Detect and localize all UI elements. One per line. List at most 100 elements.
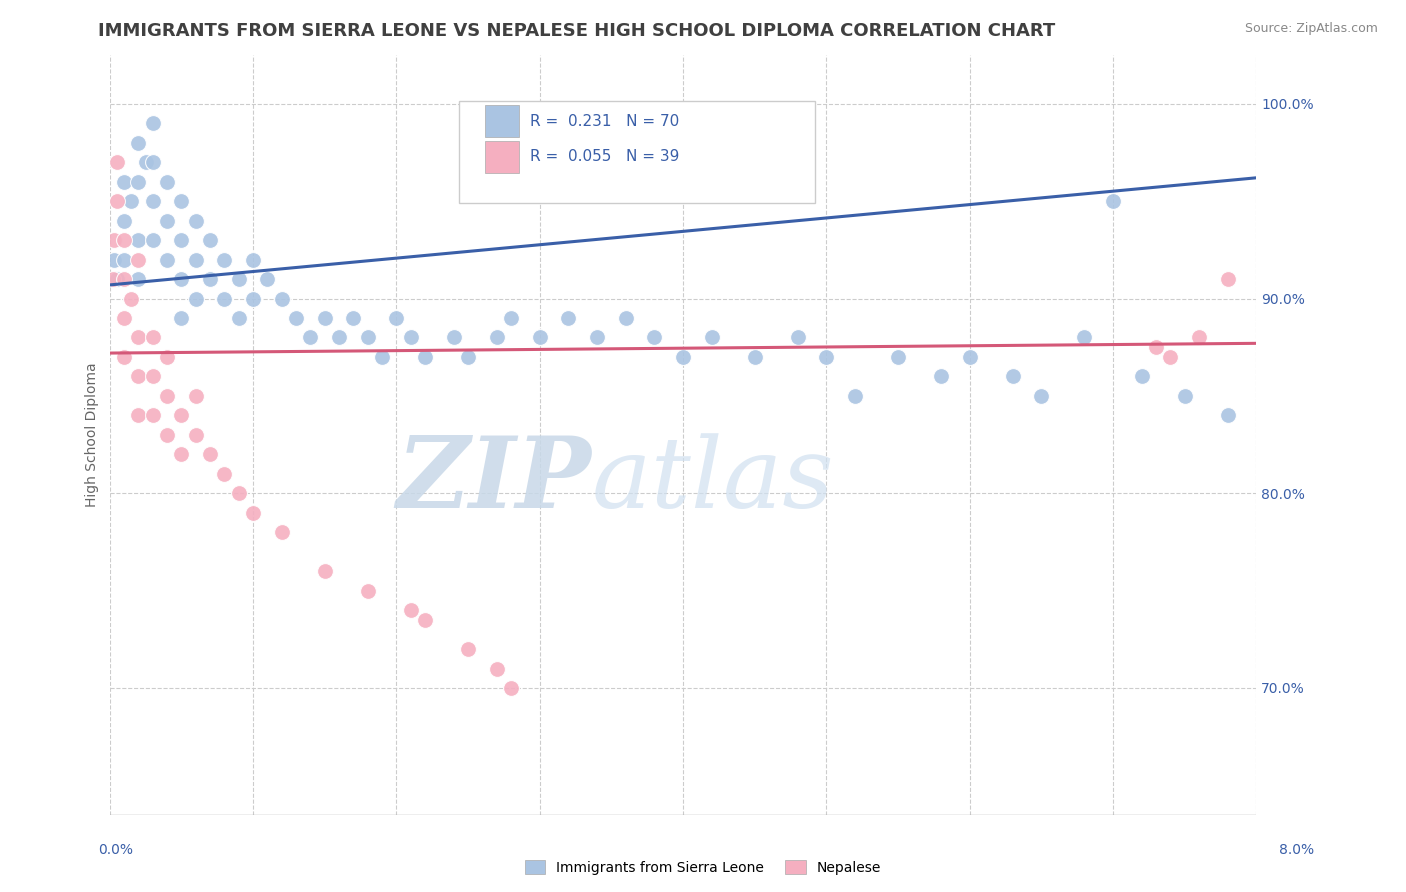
FancyBboxPatch shape: [485, 105, 519, 137]
Point: [413, 613, 436, 627]
Point: [112, 252, 135, 267]
Point: [413, 350, 436, 364]
Point: [457, 642, 479, 657]
Point: [1073, 330, 1095, 344]
Point: [142, 155, 165, 169]
Point: [242, 292, 264, 306]
Point: [184, 292, 207, 306]
Point: [1216, 409, 1239, 423]
Text: R =  0.231   N = 70: R = 0.231 N = 70: [530, 113, 679, 128]
Point: [214, 252, 236, 267]
Text: 0.0%: 0.0%: [98, 843, 134, 857]
Point: [1130, 369, 1153, 384]
Point: [643, 330, 665, 344]
Point: [170, 311, 193, 326]
Point: [485, 661, 508, 675]
Point: [127, 136, 149, 150]
Point: [170, 409, 193, 423]
Point: [457, 350, 479, 364]
Point: [371, 350, 394, 364]
Text: R =  0.055   N = 39: R = 0.055 N = 39: [530, 149, 681, 164]
Point: [314, 311, 336, 326]
Point: [214, 467, 236, 481]
Point: [170, 272, 193, 286]
Point: [844, 389, 866, 403]
Point: [127, 330, 149, 344]
Point: [198, 272, 221, 286]
Point: [142, 194, 165, 209]
Point: [103, 252, 125, 267]
Point: [499, 681, 522, 695]
Point: [156, 252, 179, 267]
Text: atlas: atlas: [592, 433, 834, 528]
Point: [127, 272, 149, 286]
Point: [184, 389, 207, 403]
Point: [156, 175, 179, 189]
Point: [156, 213, 179, 227]
Point: [127, 233, 149, 247]
Point: [170, 233, 193, 247]
Point: [184, 427, 207, 442]
Point: [485, 330, 508, 344]
Point: [242, 506, 264, 520]
Point: [120, 292, 142, 306]
Point: [443, 330, 465, 344]
Point: [1031, 389, 1053, 403]
Point: [105, 155, 128, 169]
Point: [1173, 389, 1195, 403]
Point: [399, 330, 422, 344]
Point: [214, 292, 236, 306]
FancyBboxPatch shape: [460, 101, 815, 203]
Point: [228, 272, 250, 286]
Point: [672, 350, 695, 364]
Point: [112, 272, 135, 286]
Point: [105, 272, 128, 286]
Point: [120, 194, 142, 209]
Text: IMMIGRANTS FROM SIERRA LEONE VS NEPALESE HIGH SCHOOL DIPLOMA CORRELATION CHART: IMMIGRANTS FROM SIERRA LEONE VS NEPALESE…: [98, 22, 1056, 40]
Point: [242, 252, 264, 267]
Point: [256, 272, 278, 286]
Point: [1188, 330, 1211, 344]
Text: ZIP: ZIP: [396, 432, 592, 529]
Point: [112, 213, 135, 227]
Point: [135, 155, 157, 169]
Point: [399, 603, 422, 617]
Point: [1144, 340, 1167, 354]
Point: [228, 486, 250, 500]
Point: [815, 350, 838, 364]
Point: [328, 330, 350, 344]
Point: [101, 272, 124, 286]
Point: [156, 389, 179, 403]
Point: [557, 311, 579, 326]
Point: [142, 409, 165, 423]
Point: [357, 583, 380, 598]
Point: [357, 330, 380, 344]
Point: [170, 194, 193, 209]
Point: [614, 311, 637, 326]
Point: [156, 427, 179, 442]
Point: [127, 175, 149, 189]
Point: [1216, 272, 1239, 286]
Text: Source: ZipAtlas.com: Source: ZipAtlas.com: [1244, 22, 1378, 36]
Point: [786, 330, 808, 344]
Point: [342, 311, 364, 326]
Point: [529, 330, 551, 344]
Point: [270, 292, 292, 306]
Point: [103, 233, 125, 247]
Point: [929, 369, 952, 384]
Point: [299, 330, 322, 344]
Point: [142, 116, 165, 130]
Point: [270, 525, 292, 540]
Y-axis label: High School Diploma: High School Diploma: [86, 362, 100, 508]
Point: [170, 447, 193, 461]
Point: [959, 350, 981, 364]
Point: [700, 330, 723, 344]
Point: [198, 233, 221, 247]
Point: [385, 311, 408, 326]
Point: [112, 311, 135, 326]
Point: [228, 311, 250, 326]
Point: [105, 194, 128, 209]
Point: [112, 233, 135, 247]
Point: [112, 175, 135, 189]
Point: [127, 252, 149, 267]
